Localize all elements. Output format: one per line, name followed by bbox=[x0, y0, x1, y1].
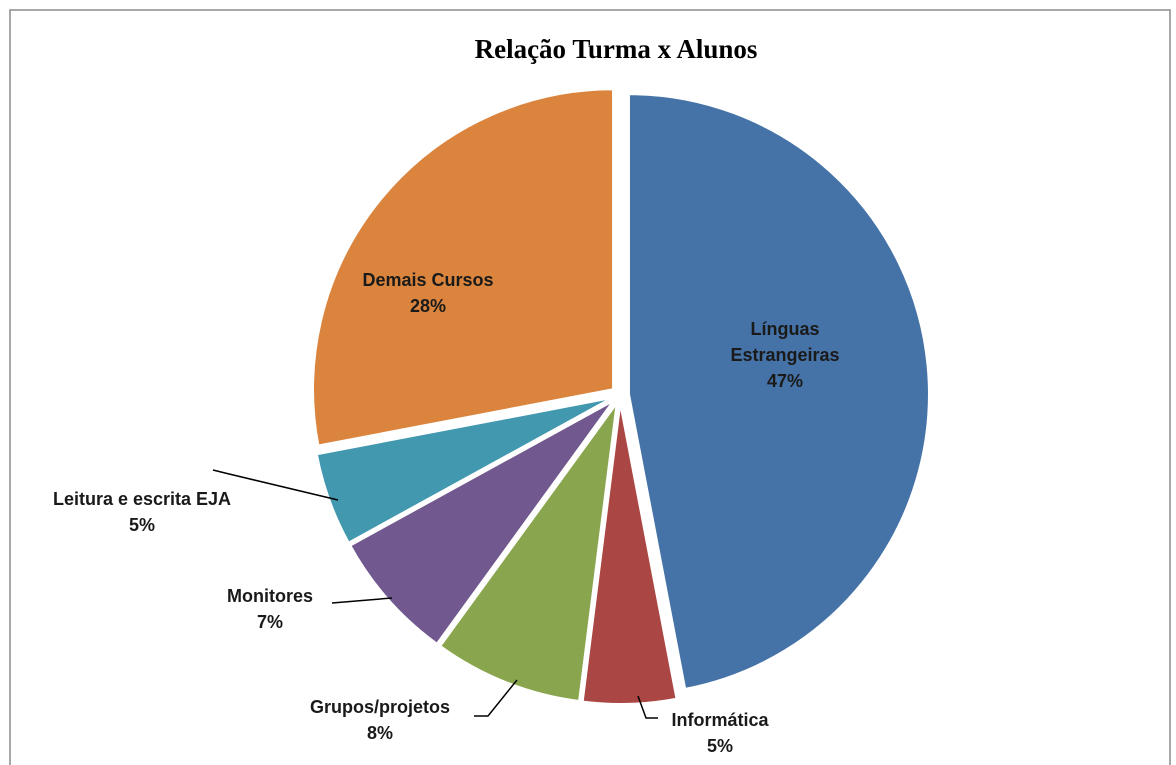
pie-slice bbox=[348, 400, 615, 646]
pie-slice bbox=[315, 397, 613, 544]
category-label: Leitura e escrita EJA bbox=[52, 489, 232, 509]
value-label: 47% bbox=[766, 371, 804, 391]
pie-slice bbox=[312, 88, 615, 447]
chart-title: Relação Turma x Alunos bbox=[475, 34, 758, 64]
value-label: 28% bbox=[409, 296, 447, 316]
pie-slice bbox=[438, 402, 618, 703]
value-label: 7% bbox=[256, 612, 283, 632]
leader-line bbox=[474, 679, 518, 717]
category-label: Demais Cursos bbox=[362, 270, 494, 290]
leader-line bbox=[637, 695, 658, 719]
value-label: 8% bbox=[366, 723, 393, 743]
leader-line bbox=[331, 597, 393, 604]
data-label: Informática 5% bbox=[620, 707, 820, 759]
data-label: Leitura e escrita EJA 5% bbox=[12, 486, 272, 538]
pie-slice bbox=[581, 403, 678, 705]
leader-lines bbox=[212, 469, 658, 719]
leader-line bbox=[212, 469, 339, 501]
data-label: Demais Cursos 28% bbox=[328, 267, 528, 319]
category-label: Línguas Estrangeiras bbox=[730, 319, 840, 365]
data-label: Monitores 7% bbox=[170, 583, 370, 635]
pie-slice bbox=[627, 93, 930, 691]
category-label: Grupos/projetos bbox=[309, 697, 450, 717]
value-label: 5% bbox=[128, 515, 155, 535]
data-label: Línguas Estrangeiras 47% bbox=[720, 316, 850, 394]
slices bbox=[312, 88, 930, 705]
category-label: Monitores bbox=[226, 586, 313, 606]
value-label: 5% bbox=[706, 736, 733, 756]
category-label: Informática bbox=[671, 710, 769, 730]
data-label: Grupos/projetos 8% bbox=[280, 694, 480, 746]
